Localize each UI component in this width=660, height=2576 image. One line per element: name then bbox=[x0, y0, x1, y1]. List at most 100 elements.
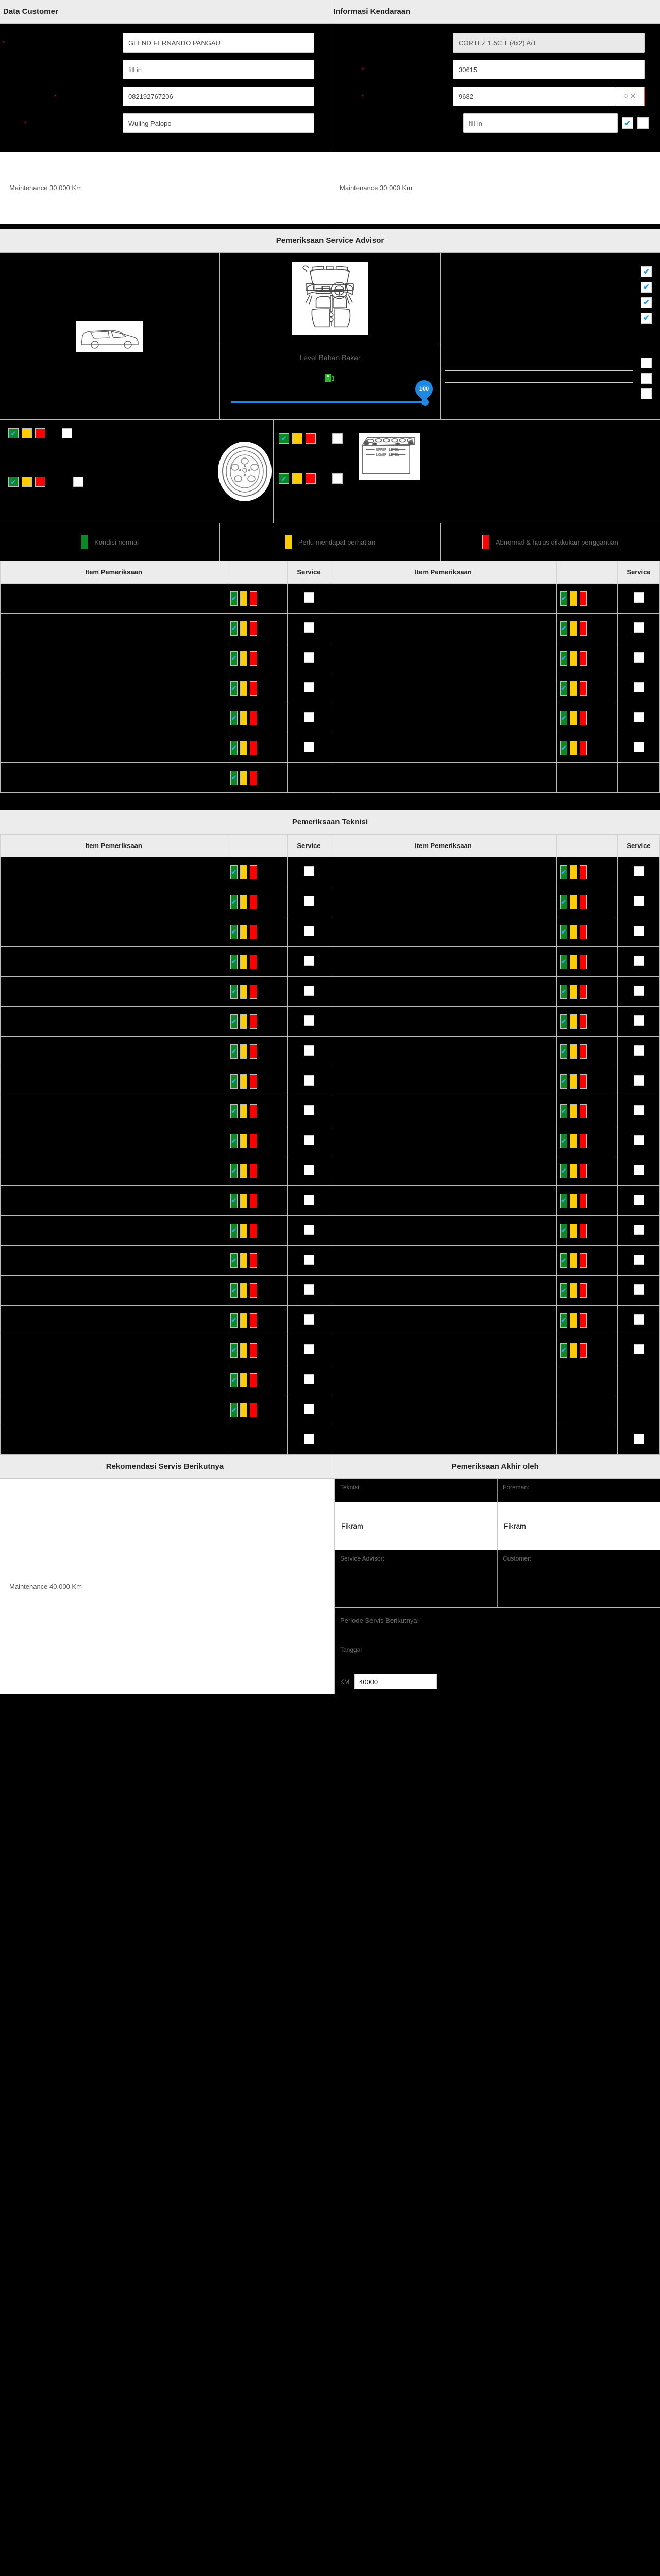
swatch-yellow[interactable] bbox=[570, 1014, 577, 1029]
swatch-green[interactable]: ✔ bbox=[230, 591, 238, 606]
swatch-red[interactable] bbox=[35, 477, 45, 487]
service-checkbox[interactable] bbox=[303, 986, 314, 996]
swatch-green[interactable]: ✔ bbox=[560, 681, 567, 696]
service-checkbox[interactable] bbox=[633, 622, 644, 633]
swatch-green[interactable]: ✔ bbox=[230, 894, 238, 909]
swatch-red[interactable] bbox=[250, 1133, 257, 1148]
swatch-green[interactable]: ✔ bbox=[560, 865, 567, 879]
swatch-yellow[interactable] bbox=[570, 740, 577, 755]
swatch-red[interactable] bbox=[250, 591, 257, 606]
sa-checkbox-2[interactable]: ✔ bbox=[640, 282, 652, 293]
swatch-red[interactable] bbox=[250, 1343, 257, 1358]
service-checkbox[interactable] bbox=[633, 926, 644, 936]
customer-address-input[interactable]: fill in bbox=[123, 60, 314, 79]
service-checkbox[interactable] bbox=[303, 866, 314, 876]
swatch-red[interactable] bbox=[580, 1253, 587, 1268]
swatch-yellow[interactable] bbox=[570, 1133, 577, 1148]
swatch-green[interactable]: ✔ bbox=[560, 984, 567, 999]
swatch-yellow[interactable] bbox=[570, 591, 577, 606]
service-checkbox[interactable] bbox=[633, 592, 644, 603]
swatch-yellow[interactable] bbox=[570, 1253, 577, 1268]
swatch-yellow[interactable] bbox=[240, 1044, 247, 1059]
swatch-yellow[interactable] bbox=[22, 477, 32, 487]
swatch-yellow[interactable] bbox=[570, 681, 577, 696]
vehicle-extra-checkbox-empty[interactable] bbox=[637, 117, 649, 129]
sa-checkbox-5[interactable] bbox=[640, 358, 652, 368]
swatch-green[interactable]: ✔ bbox=[560, 651, 567, 666]
swatch-yellow[interactable] bbox=[240, 1313, 247, 1328]
swatch-red[interactable] bbox=[250, 1253, 257, 1268]
service-checkbox[interactable] bbox=[303, 652, 314, 663]
service-checkbox[interactable] bbox=[303, 1075, 314, 1086]
swatch-red[interactable] bbox=[580, 1283, 587, 1298]
swatch-green[interactable]: ✔ bbox=[560, 1044, 567, 1059]
swatch-yellow[interactable] bbox=[240, 865, 247, 879]
swatch-green[interactable]: ✔ bbox=[560, 1343, 567, 1358]
service-checkbox[interactable] bbox=[633, 956, 644, 966]
swatch-red[interactable] bbox=[250, 681, 257, 696]
fuel-level-slider[interactable]: 100 bbox=[227, 376, 436, 409]
swatch-yellow[interactable] bbox=[570, 1104, 577, 1118]
swatch-red[interactable] bbox=[250, 710, 257, 725]
swatch-red[interactable] bbox=[580, 681, 587, 696]
swatch-green[interactable]: ✔ bbox=[560, 1223, 567, 1238]
service-checkbox[interactable] bbox=[633, 1344, 644, 1354]
service-checkbox[interactable] bbox=[633, 712, 644, 722]
service-checkbox[interactable] bbox=[303, 1135, 314, 1145]
customer-dealer-input[interactable]: Wuling Palopo bbox=[123, 113, 314, 133]
service-checkbox[interactable] bbox=[303, 1165, 314, 1175]
swatch-red[interactable] bbox=[35, 428, 45, 438]
service-checkbox[interactable] bbox=[303, 1404, 314, 1414]
swatch-yellow[interactable] bbox=[240, 681, 247, 696]
swatch-red[interactable] bbox=[580, 710, 587, 725]
swatch-yellow[interactable] bbox=[570, 894, 577, 909]
swatch-red[interactable] bbox=[580, 1014, 587, 1029]
service-checkbox[interactable] bbox=[303, 1374, 314, 1384]
swatch-red[interactable] bbox=[250, 1223, 257, 1238]
swatch-red[interactable] bbox=[250, 1104, 257, 1118]
swatch-red[interactable] bbox=[306, 433, 316, 444]
swatch-red[interactable] bbox=[250, 954, 257, 969]
swatch-green[interactable]: ✔ bbox=[230, 1014, 238, 1029]
swatch-green[interactable]: ✔ bbox=[230, 1133, 238, 1148]
service-checkbox[interactable] bbox=[633, 986, 644, 996]
sa-checkbox-1[interactable]: ✔ bbox=[640, 266, 652, 277]
service-checkbox[interactable] bbox=[633, 866, 644, 876]
km-input[interactable]: 40000 bbox=[354, 1674, 437, 1689]
swatch-service-checkbox[interactable] bbox=[62, 428, 72, 438]
service-checkbox[interactable] bbox=[633, 1255, 644, 1265]
vehicle-extra-input[interactable]: fill in bbox=[463, 113, 618, 133]
swatch-green[interactable]: ✔ bbox=[230, 1402, 238, 1417]
swatch-yellow[interactable] bbox=[240, 740, 247, 755]
swatch-green[interactable]: ✔ bbox=[560, 1104, 567, 1118]
swatch-yellow[interactable] bbox=[570, 621, 577, 636]
service-checkbox[interactable] bbox=[303, 1195, 314, 1205]
swatch-yellow[interactable] bbox=[240, 770, 247, 785]
swatch-green[interactable]: ✔ bbox=[230, 681, 238, 696]
swatch-red[interactable] bbox=[250, 1402, 257, 1417]
service-checkbox[interactable] bbox=[303, 742, 314, 752]
service-checkbox[interactable] bbox=[303, 1344, 314, 1354]
swatch-red[interactable] bbox=[580, 1343, 587, 1358]
service-checkbox[interactable] bbox=[633, 1105, 644, 1115]
swatch-green[interactable]: ✔ bbox=[230, 770, 238, 785]
service-checkbox[interactable] bbox=[303, 592, 314, 603]
swatch-green[interactable]: ✔ bbox=[8, 477, 19, 487]
swatch-red[interactable] bbox=[250, 1014, 257, 1029]
swatch-yellow[interactable] bbox=[292, 433, 302, 444]
service-checkbox[interactable] bbox=[303, 1225, 314, 1235]
swatch-yellow[interactable] bbox=[240, 1014, 247, 1029]
swatch-green[interactable]: ✔ bbox=[230, 1104, 238, 1118]
swatch-red[interactable] bbox=[250, 924, 257, 939]
swatch-green[interactable]: ✔ bbox=[230, 1223, 238, 1238]
swatch-green[interactable]: ✔ bbox=[279, 433, 289, 444]
vehicle-plate-lookup-button[interactable]: ○ ✕ bbox=[616, 87, 645, 106]
swatch-red[interactable] bbox=[250, 770, 257, 785]
swatch-yellow[interactable] bbox=[22, 428, 32, 438]
service-checkbox[interactable] bbox=[633, 1225, 644, 1235]
swatch-red[interactable] bbox=[580, 984, 587, 999]
swatch-yellow[interactable] bbox=[570, 924, 577, 939]
service-checkbox[interactable] bbox=[633, 1135, 644, 1145]
swatch-red[interactable] bbox=[580, 924, 587, 939]
swatch-red[interactable] bbox=[250, 740, 257, 755]
